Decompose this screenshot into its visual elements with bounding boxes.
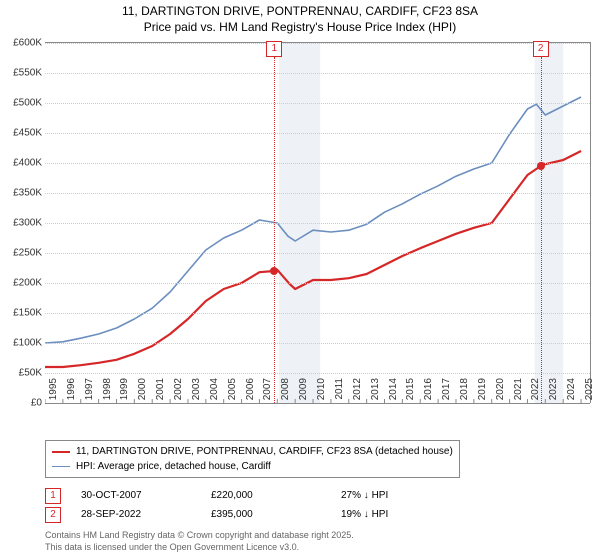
sale-row-1: 1 30-OCT-2007 £220,000 27% ↓ HPI [45, 486, 590, 505]
y-tick-label: £450K [2, 128, 42, 139]
title-line-2: Price paid vs. HM Land Registry's House … [144, 20, 456, 34]
y-tick-label: £100K [2, 338, 42, 349]
y-tick-label: £500K [2, 98, 42, 109]
footnote-line-1: Contains HM Land Registry data © Crown c… [45, 530, 354, 540]
x-tick-label: 1998 [102, 378, 113, 408]
x-tick-label: 2003 [191, 378, 202, 408]
legend-item-hpi: HPI: Average price, detached house, Card… [52, 459, 453, 474]
x-tick-label: 2009 [298, 378, 309, 408]
x-tick-label: 2006 [245, 378, 256, 408]
x-tick-label: 2001 [155, 378, 166, 408]
x-tick-label: 2018 [459, 378, 470, 408]
x-tick-label: 2007 [262, 378, 273, 408]
x-tick-label: 2004 [209, 378, 220, 408]
x-tick-label: 2024 [566, 378, 577, 408]
y-tick-label: £600K [2, 38, 42, 49]
sales-table: 1 30-OCT-2007 £220,000 27% ↓ HPI 2 28-SE… [45, 486, 590, 524]
y-tick-label: £550K [2, 68, 42, 79]
sale-date-2: 28-SEP-2022 [81, 505, 211, 524]
y-tick-label: £50K [2, 368, 42, 379]
sale-marker-2: 2 [45, 507, 61, 523]
legend-label-property: 11, DARTINGTON DRIVE, PONTPRENNAU, CARDI… [76, 444, 453, 459]
x-tick-label: 1999 [119, 378, 130, 408]
footnote-line-2: This data is licensed under the Open Gov… [45, 542, 299, 552]
chart-marker-2: 2 [533, 41, 549, 57]
x-tick-label: 2014 [388, 378, 399, 408]
x-tick-label: 2017 [441, 378, 452, 408]
sale-delta-2: 19% ↓ HPI [341, 505, 471, 524]
x-tick-label: 2023 [548, 378, 559, 408]
x-tick-label: 2015 [405, 378, 416, 408]
sale-price-2: £395,000 [211, 505, 341, 524]
y-tick-label: £150K [2, 308, 42, 319]
legend-box: 11, DARTINGTON DRIVE, PONTPRENNAU, CARDI… [45, 440, 460, 478]
y-tick-label: £0 [2, 398, 42, 409]
y-tick-label: £300K [2, 218, 42, 229]
sale-row-2: 2 28-SEP-2022 £395,000 19% ↓ HPI [45, 505, 590, 524]
x-tick-label: 1997 [84, 378, 95, 408]
legend-swatch-property [52, 451, 70, 453]
x-tick-label: 2002 [173, 378, 184, 408]
x-tick-label: 2019 [477, 378, 488, 408]
x-tick-label: 2005 [227, 378, 238, 408]
x-tick-label: 2025 [584, 378, 595, 408]
chart-title: 11, DARTINGTON DRIVE, PONTPRENNAU, CARDI… [0, 0, 600, 35]
x-tick-label: 2012 [352, 378, 363, 408]
x-tick-label: 2021 [513, 378, 524, 408]
y-tick-label: £400K [2, 158, 42, 169]
y-tick-label: £250K [2, 248, 42, 259]
title-line-1: 11, DARTINGTON DRIVE, PONTPRENNAU, CARDI… [122, 4, 478, 18]
x-tick-label: 2008 [280, 378, 291, 408]
x-tick-label: 2011 [334, 378, 345, 408]
sale-price-1: £220,000 [211, 486, 341, 505]
x-tick-label: 2013 [370, 378, 381, 408]
legend-label-hpi: HPI: Average price, detached house, Card… [76, 459, 271, 474]
x-tick-label: 1995 [48, 378, 59, 408]
sale-delta-1: 27% ↓ HPI [341, 486, 471, 505]
chart-area: £0£50K£100K£150K£200K£250K£300K£350K£400… [45, 42, 591, 403]
sale-date-1: 30-OCT-2007 [81, 486, 211, 505]
chart-marker-1: 1 [266, 41, 282, 57]
footnote: Contains HM Land Registry data © Crown c… [45, 530, 590, 553]
x-tick-label: 1996 [66, 378, 77, 408]
y-tick-label: £350K [2, 188, 42, 199]
legend-swatch-hpi [52, 466, 70, 467]
sale-marker-1: 1 [45, 488, 61, 504]
x-tick-label: 2000 [137, 378, 148, 408]
legend-and-sales: 11, DARTINGTON DRIVE, PONTPRENNAU, CARDI… [45, 440, 590, 553]
x-tick-label: 2010 [316, 378, 327, 408]
y-tick-label: £200K [2, 278, 42, 289]
x-tick-label: 2020 [495, 378, 506, 408]
legend-item-property: 11, DARTINGTON DRIVE, PONTPRENNAU, CARDI… [52, 444, 453, 459]
x-tick-label: 2016 [423, 378, 434, 408]
